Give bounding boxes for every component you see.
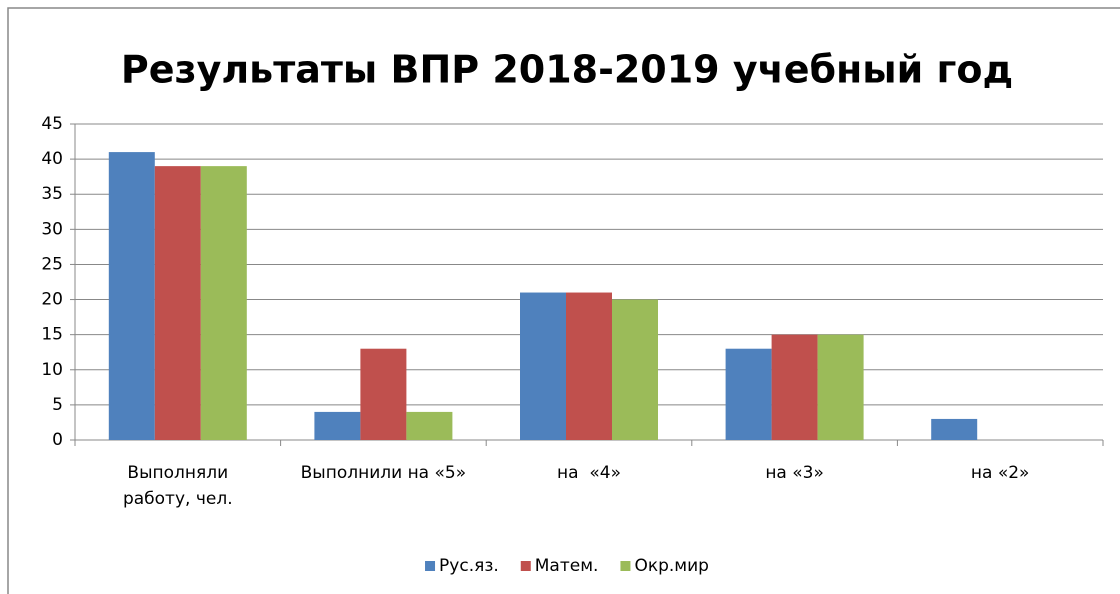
y-tick-label: 10 (41, 360, 63, 380)
bar (154, 166, 201, 440)
bar (314, 411, 361, 440)
legend-swatch (425, 561, 436, 571)
bar (817, 334, 864, 440)
y-tick-label: 40 (41, 149, 63, 169)
bar (566, 292, 612, 440)
legend-swatch (620, 561, 631, 571)
bar (931, 418, 978, 440)
x-tick-label: Выполнили на «5» (300, 463, 467, 483)
legend-label: Окр.мир (634, 556, 709, 576)
bar (725, 348, 772, 440)
legend-label: Матем. (535, 556, 599, 576)
y-tick-label: 30 (41, 219, 63, 239)
y-tick-label: 35 (41, 184, 63, 204)
y-tick-label: 0 (52, 430, 63, 450)
y-tick-label: 15 (41, 325, 63, 345)
chart-title: Результаты ВПР 2018-2019 учебный год (121, 48, 1013, 92)
legend-swatch (520, 561, 531, 571)
y-tick-label: 25 (41, 254, 63, 274)
x-tick-label: Выполняли работу, чел. (122, 463, 234, 509)
y-tick-label: 20 (41, 290, 63, 310)
bar (200, 166, 247, 440)
bar (406, 411, 453, 440)
bar (108, 152, 155, 441)
bar (520, 292, 566, 440)
x-tick-label: на «4» (557, 463, 621, 483)
bar (360, 348, 407, 440)
y-tick-label: 45 (41, 114, 63, 134)
bar (771, 334, 818, 440)
x-tick-label: на «2» (970, 463, 1030, 483)
y-tick-label: 5 (52, 395, 63, 415)
legend-label: Рус.яз. (439, 556, 499, 576)
bar (612, 299, 658, 440)
x-tick-label: на «3» (765, 463, 824, 483)
